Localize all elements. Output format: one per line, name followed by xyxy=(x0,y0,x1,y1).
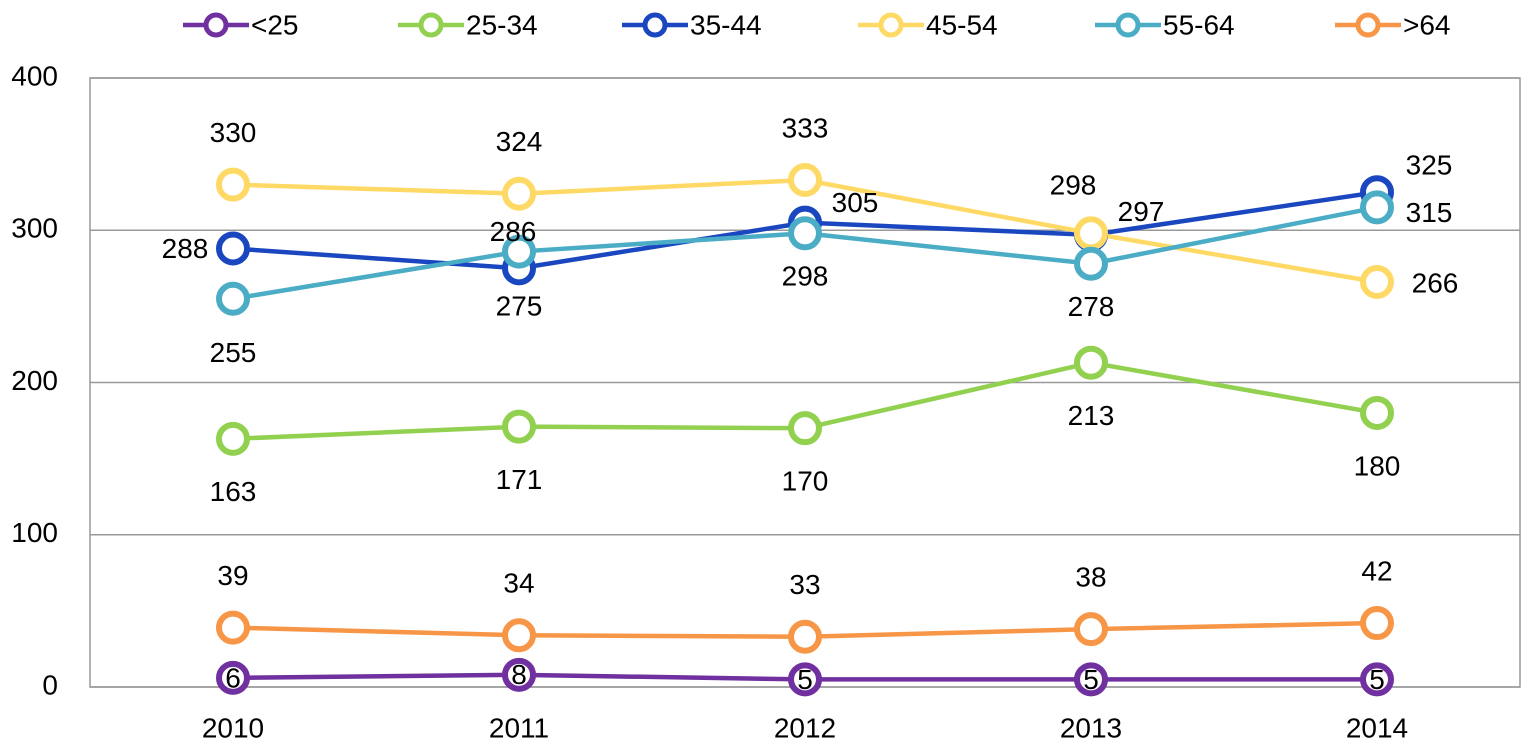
data-label: 255 xyxy=(210,337,257,368)
data-label: 297 xyxy=(1118,196,1165,227)
legend-marker xyxy=(418,12,444,38)
data-label: 298 xyxy=(1050,170,1097,201)
data-label: 5 xyxy=(797,664,813,695)
data-label: 6 xyxy=(225,662,241,693)
marker xyxy=(502,657,536,692)
data-label: 180 xyxy=(1354,450,1401,481)
data-label: 286 xyxy=(490,216,537,247)
legend-label: 55-64 xyxy=(1163,9,1235,40)
x-tick-label: 2011 xyxy=(489,712,549,743)
marker xyxy=(1074,345,1108,380)
y-tick-label: 200 xyxy=(11,365,58,396)
marker xyxy=(502,234,536,269)
legend-label: 35-44 xyxy=(690,9,762,40)
legend-label: >64 xyxy=(1403,9,1451,40)
data-label: 170 xyxy=(782,466,829,497)
x-tick-label: 2014 xyxy=(1346,712,1408,743)
marker xyxy=(216,167,250,202)
data-label: 305 xyxy=(832,187,879,218)
data-label: 213 xyxy=(1068,400,1115,431)
marker xyxy=(216,281,250,316)
marker xyxy=(788,163,822,198)
marker xyxy=(216,660,250,695)
marker xyxy=(502,618,536,653)
legend-marker xyxy=(878,12,904,38)
legend-label: 25-34 xyxy=(466,9,538,40)
y-tick-label: 400 xyxy=(11,60,58,91)
marker xyxy=(1360,606,1394,641)
data-label: 39 xyxy=(217,560,248,591)
marker xyxy=(1074,246,1108,281)
data-label: 298 xyxy=(782,261,829,292)
marker xyxy=(216,421,250,456)
marker xyxy=(788,411,822,446)
marker xyxy=(788,216,822,251)
data-label: 5 xyxy=(1083,664,1099,695)
marker xyxy=(1360,395,1394,430)
data-label: 275 xyxy=(496,291,543,322)
marker xyxy=(216,231,250,266)
y-tick-label: 100 xyxy=(11,517,58,548)
y-tick-label: 0 xyxy=(42,669,58,700)
legend-marker xyxy=(1115,12,1141,38)
marker xyxy=(1360,662,1394,697)
marker xyxy=(216,610,250,645)
marker xyxy=(1360,265,1394,300)
data-label: 278 xyxy=(1068,291,1115,322)
marker xyxy=(1074,216,1108,251)
data-label: 266 xyxy=(1412,267,1459,298)
marker xyxy=(502,409,536,444)
data-label: 324 xyxy=(496,126,543,157)
x-tick-label: 2010 xyxy=(202,712,264,743)
legend-marker xyxy=(203,12,229,38)
data-label: 38 xyxy=(1075,562,1106,593)
marker xyxy=(1074,662,1108,697)
x-tick-label: 2012 xyxy=(774,712,836,743)
x-tick-label: 2013 xyxy=(1060,712,1122,743)
data-label: 163 xyxy=(210,476,257,507)
data-label: 315 xyxy=(1406,197,1453,228)
data-label: 5 xyxy=(1369,664,1385,695)
data-label: 34 xyxy=(503,568,534,599)
data-label: 330 xyxy=(210,117,257,148)
marker xyxy=(788,619,822,654)
marker xyxy=(788,662,822,697)
legend-marker xyxy=(642,12,668,38)
legend-label: <25 xyxy=(251,9,299,40)
marker xyxy=(502,176,536,211)
data-label: 171 xyxy=(496,464,543,495)
marker xyxy=(1074,612,1108,647)
data-label: 33 xyxy=(789,569,820,600)
legend-label: 45-54 xyxy=(926,9,998,40)
data-label: 333 xyxy=(782,112,829,143)
data-label: 325 xyxy=(1406,150,1453,181)
marker xyxy=(1360,190,1394,225)
data-label: 8 xyxy=(511,659,527,690)
data-label: 42 xyxy=(1361,555,1392,586)
legend-marker xyxy=(1355,12,1381,38)
y-tick-label: 300 xyxy=(11,213,58,244)
data-label: 288 xyxy=(162,233,209,264)
